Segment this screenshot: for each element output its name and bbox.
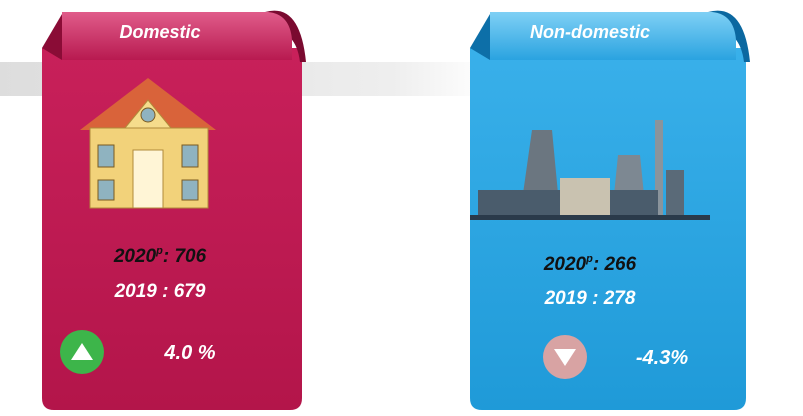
change: 4.0 % bbox=[163, 342, 215, 364]
card-title: Non-domestic bbox=[530, 22, 650, 42]
superscript: p bbox=[585, 253, 593, 265]
current-value: 2020p: 706 bbox=[113, 245, 207, 267]
year: 2020 bbox=[113, 246, 157, 267]
previous-value: 2019 : 278 bbox=[544, 288, 636, 309]
down-indicator bbox=[543, 335, 587, 379]
fold bbox=[470, 14, 490, 60]
house-icon bbox=[80, 78, 216, 209]
change: -4.3% bbox=[636, 347, 688, 369]
year: 2020 bbox=[543, 254, 587, 275]
fold bbox=[42, 14, 62, 60]
card-header bbox=[490, 12, 736, 60]
card-title: Domestic bbox=[119, 22, 200, 42]
superscript: p bbox=[155, 245, 163, 257]
card-header bbox=[62, 12, 292, 60]
previous-value: 2019 : 679 bbox=[114, 281, 206, 302]
current-value: 2020p: 266 bbox=[543, 253, 637, 275]
value: : 706 bbox=[163, 246, 207, 267]
card-non-domestic: Non-domestic 2020p: 266 2019 : 278 -4.3% bbox=[470, 10, 750, 410]
card-body bbox=[470, 48, 746, 410]
up-indicator bbox=[60, 330, 104, 374]
card-domestic: Domestic 2020p: 706 2019 : 679 4.0 % bbox=[42, 10, 306, 410]
factory-icon bbox=[470, 120, 710, 220]
value: : 266 bbox=[593, 254, 637, 275]
